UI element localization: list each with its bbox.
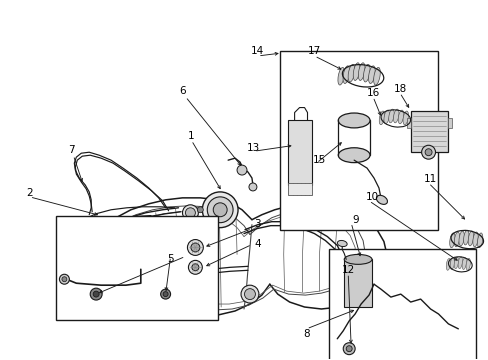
Circle shape bbox=[90, 288, 102, 300]
Text: 5: 5 bbox=[167, 255, 174, 264]
Ellipse shape bbox=[458, 231, 464, 246]
Text: 18: 18 bbox=[393, 84, 407, 94]
Ellipse shape bbox=[358, 63, 364, 80]
Circle shape bbox=[304, 208, 314, 218]
Circle shape bbox=[185, 208, 195, 218]
Ellipse shape bbox=[449, 233, 454, 248]
Ellipse shape bbox=[347, 64, 354, 82]
Circle shape bbox=[302, 206, 316, 220]
Circle shape bbox=[346, 346, 351, 352]
Ellipse shape bbox=[472, 232, 477, 247]
Ellipse shape bbox=[468, 231, 472, 246]
Ellipse shape bbox=[368, 66, 374, 84]
Text: 15: 15 bbox=[312, 155, 325, 165]
Circle shape bbox=[188, 260, 202, 274]
Ellipse shape bbox=[338, 113, 369, 128]
Circle shape bbox=[421, 145, 435, 159]
Circle shape bbox=[291, 195, 326, 231]
Circle shape bbox=[190, 243, 200, 252]
Text: 8: 8 bbox=[303, 329, 309, 339]
Circle shape bbox=[306, 225, 312, 231]
Circle shape bbox=[244, 289, 255, 300]
Bar bbox=[328, 249, 475, 360]
Ellipse shape bbox=[352, 63, 359, 80]
Ellipse shape bbox=[457, 257, 462, 269]
Bar bbox=[287, 183, 312, 195]
Circle shape bbox=[128, 221, 134, 227]
Text: 3: 3 bbox=[254, 219, 261, 229]
Ellipse shape bbox=[402, 111, 407, 125]
Text: 10: 10 bbox=[365, 192, 378, 202]
Circle shape bbox=[93, 291, 99, 297]
Circle shape bbox=[207, 197, 233, 223]
Text: 16: 16 bbox=[366, 88, 379, 98]
Ellipse shape bbox=[393, 109, 398, 123]
Ellipse shape bbox=[453, 232, 459, 247]
Circle shape bbox=[343, 343, 354, 355]
Bar bbox=[287, 121, 312, 185]
Ellipse shape bbox=[388, 109, 393, 123]
Circle shape bbox=[62, 277, 67, 282]
Ellipse shape bbox=[337, 67, 344, 85]
Text: 1: 1 bbox=[188, 131, 194, 141]
Text: 17: 17 bbox=[307, 46, 321, 56]
Ellipse shape bbox=[373, 67, 380, 85]
Circle shape bbox=[237, 165, 246, 175]
Circle shape bbox=[213, 203, 226, 217]
Text: 2: 2 bbox=[26, 188, 33, 198]
Circle shape bbox=[191, 264, 199, 271]
Circle shape bbox=[60, 274, 69, 284]
Bar bbox=[406, 118, 410, 129]
Ellipse shape bbox=[461, 258, 466, 269]
Ellipse shape bbox=[383, 110, 388, 124]
Circle shape bbox=[171, 273, 179, 281]
Ellipse shape bbox=[344, 255, 371, 264]
Circle shape bbox=[296, 200, 322, 226]
Ellipse shape bbox=[363, 64, 369, 82]
Ellipse shape bbox=[449, 258, 453, 269]
Circle shape bbox=[202, 192, 238, 228]
Bar bbox=[410, 111, 447, 152]
Ellipse shape bbox=[338, 148, 369, 163]
Ellipse shape bbox=[343, 66, 349, 84]
Circle shape bbox=[248, 183, 256, 191]
Ellipse shape bbox=[476, 233, 482, 248]
Circle shape bbox=[301, 205, 317, 221]
Text: 6: 6 bbox=[179, 86, 185, 96]
Text: 13: 13 bbox=[247, 143, 260, 153]
Text: 12: 12 bbox=[341, 265, 354, 275]
Ellipse shape bbox=[337, 240, 346, 247]
Ellipse shape bbox=[446, 258, 449, 270]
Ellipse shape bbox=[453, 257, 458, 269]
Circle shape bbox=[163, 292, 168, 297]
Bar bbox=[279, 51, 438, 230]
Text: 14: 14 bbox=[251, 46, 264, 56]
Circle shape bbox=[161, 289, 170, 299]
Ellipse shape bbox=[463, 230, 468, 245]
Text: 4: 4 bbox=[254, 239, 261, 249]
Bar bbox=[56, 216, 218, 320]
Text: 9: 9 bbox=[352, 215, 359, 225]
Circle shape bbox=[241, 285, 258, 303]
Ellipse shape bbox=[378, 111, 384, 125]
Ellipse shape bbox=[465, 258, 469, 270]
Bar bbox=[344, 260, 371, 307]
Circle shape bbox=[197, 207, 203, 213]
Ellipse shape bbox=[376, 195, 386, 204]
Circle shape bbox=[182, 205, 198, 221]
Text: 7: 7 bbox=[68, 145, 75, 155]
Circle shape bbox=[424, 149, 431, 156]
Text: 11: 11 bbox=[423, 174, 436, 184]
Ellipse shape bbox=[397, 110, 403, 124]
Circle shape bbox=[187, 239, 203, 255]
Bar bbox=[447, 118, 451, 129]
